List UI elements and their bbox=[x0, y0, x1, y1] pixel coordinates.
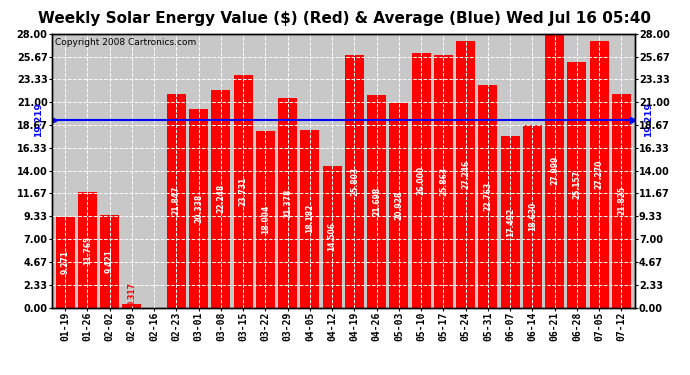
Text: 21.825: 21.825 bbox=[617, 186, 626, 215]
Text: 9.271: 9.271 bbox=[61, 250, 70, 274]
Text: 27.270: 27.270 bbox=[595, 159, 604, 189]
Bar bbox=[567, 62, 586, 308]
Bar bbox=[278, 99, 297, 308]
Text: 0.317: 0.317 bbox=[128, 282, 137, 306]
Text: 25.157: 25.157 bbox=[573, 170, 582, 199]
Text: Copyright 2008 Cartronics.com: Copyright 2008 Cartronics.com bbox=[55, 38, 196, 47]
Bar bbox=[122, 304, 141, 307]
Bar bbox=[478, 85, 497, 308]
Text: 27.246: 27.246 bbox=[461, 160, 470, 189]
Text: 22.763: 22.763 bbox=[484, 182, 493, 211]
Bar bbox=[412, 53, 431, 307]
Text: 25.803: 25.803 bbox=[350, 167, 359, 196]
Bar bbox=[300, 130, 319, 308]
Text: 18.630: 18.630 bbox=[528, 202, 537, 231]
Bar bbox=[323, 166, 342, 308]
Text: 25.863: 25.863 bbox=[439, 166, 448, 196]
Text: 20.928: 20.928 bbox=[395, 190, 404, 220]
Bar bbox=[78, 192, 97, 308]
Bar bbox=[590, 41, 609, 308]
Bar bbox=[367, 95, 386, 308]
Text: 9.421: 9.421 bbox=[105, 249, 114, 273]
Bar bbox=[167, 94, 186, 308]
Text: 22.248: 22.248 bbox=[217, 184, 226, 213]
Bar bbox=[234, 75, 253, 308]
Bar bbox=[211, 90, 230, 308]
Bar bbox=[256, 132, 275, 308]
Bar bbox=[189, 109, 208, 308]
Text: Weekly Solar Energy Value ($) (Red) & Average (Blue) Wed Jul 16 05:40: Weekly Solar Energy Value ($) (Red) & Av… bbox=[39, 11, 651, 26]
Text: 18.004: 18.004 bbox=[261, 205, 270, 234]
Bar bbox=[545, 34, 564, 308]
Bar bbox=[501, 136, 520, 308]
Bar bbox=[456, 41, 475, 308]
Bar bbox=[389, 103, 408, 308]
Bar bbox=[612, 94, 631, 308]
Text: 19.219: 19.219 bbox=[34, 102, 43, 137]
Bar bbox=[523, 125, 542, 308]
Text: 20.338: 20.338 bbox=[194, 194, 203, 223]
Text: 26.000: 26.000 bbox=[417, 166, 426, 195]
Text: 19.219: 19.219 bbox=[644, 102, 653, 137]
Text: 17.492: 17.492 bbox=[506, 207, 515, 237]
Bar bbox=[434, 55, 453, 308]
Bar bbox=[100, 215, 119, 308]
Text: 23.731: 23.731 bbox=[239, 177, 248, 206]
Text: 21.847: 21.847 bbox=[172, 186, 181, 215]
Text: 14.506: 14.506 bbox=[328, 222, 337, 251]
Text: 27.999: 27.999 bbox=[550, 156, 559, 185]
Bar bbox=[56, 217, 75, 308]
Bar bbox=[345, 55, 364, 308]
Text: 18.182: 18.182 bbox=[306, 204, 315, 233]
Text: 21.378: 21.378 bbox=[283, 188, 292, 218]
Text: 21.698: 21.698 bbox=[372, 187, 381, 216]
Text: 11.765: 11.765 bbox=[83, 236, 92, 264]
